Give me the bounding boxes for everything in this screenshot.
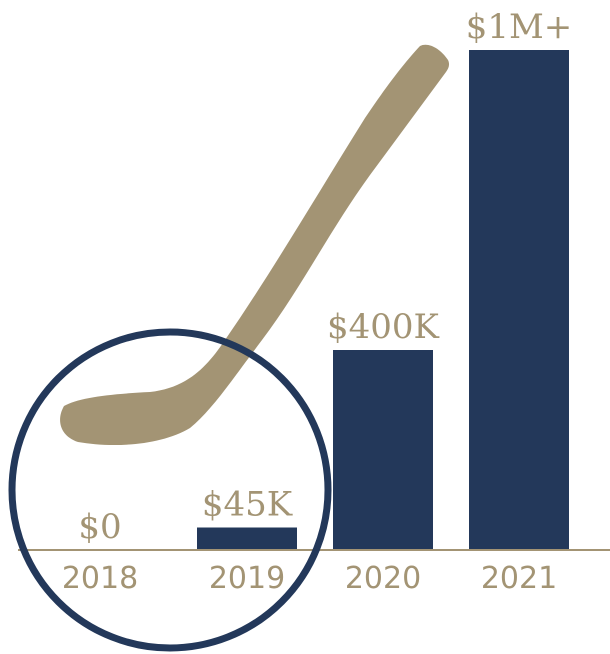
- value-label-2021: $1M+: [466, 7, 573, 47]
- bars-group: [197, 50, 569, 550]
- hockey-stick-icon: [60, 44, 450, 446]
- value-labels-group: $0 $45K $400K $1M+: [78, 7, 572, 547]
- year-label-2021: 2021: [481, 561, 557, 596]
- bar-2019: [197, 527, 297, 550]
- value-label-2018: $0: [78, 507, 121, 547]
- bar-2020: [333, 350, 433, 550]
- year-labels-group: 2018 2019 2020 2021: [62, 561, 557, 596]
- highlight-circle: [8, 328, 332, 652]
- value-label-2020: $400K: [327, 307, 440, 347]
- value-label-2019: $45K: [202, 485, 293, 525]
- year-label-2018: 2018: [62, 561, 138, 596]
- year-label-2019: 2019: [209, 561, 285, 596]
- bar-2021: [469, 50, 569, 550]
- year-label-2020: 2020: [345, 561, 421, 596]
